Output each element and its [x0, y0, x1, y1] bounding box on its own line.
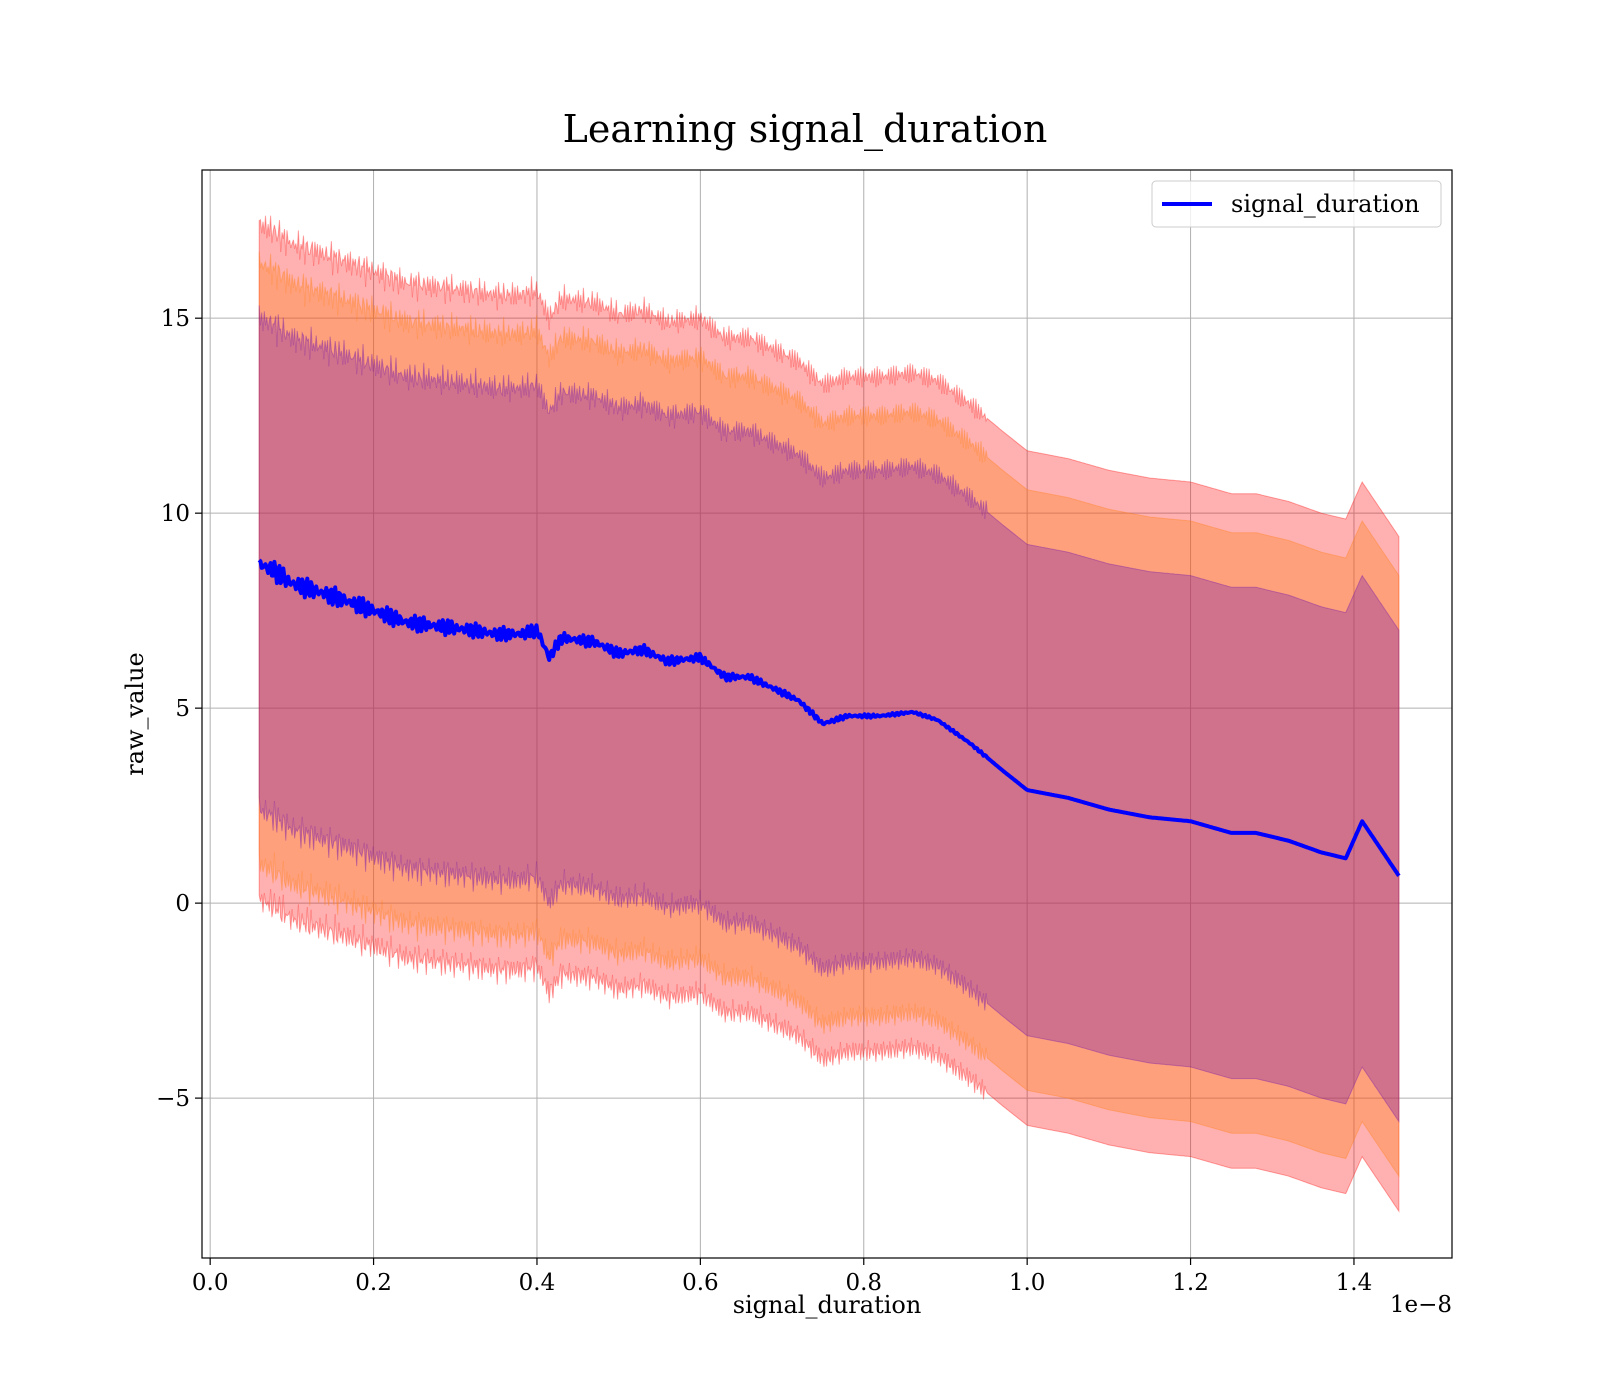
x-tick-label-4: 0.8 [845, 1270, 882, 1296]
x-tick-label-7: 1.4 [1336, 1270, 1373, 1296]
legend-label: signal_duration [1231, 190, 1420, 218]
band-0 [258, 215, 1400, 1213]
x-axis-label: signal_duration [733, 1291, 922, 1319]
x-axis: 0.0 0.2 0.4 0.6 0.8 1.0 1.2 1.4 [192, 1258, 1372, 1296]
x-tick-label-1: 0.2 [355, 1270, 392, 1296]
series-line-signal-duration [257, 558, 1401, 877]
band-1 [258, 251, 1400, 1178]
x-axis-offset-label: 1e−8 [1390, 1292, 1452, 1318]
y-tick-label-4: 15 [161, 306, 190, 332]
y-tick-label-2: 5 [175, 696, 190, 722]
y-tick-label-3: 10 [161, 501, 190, 527]
x-tick-label-6: 1.2 [1172, 1270, 1209, 1296]
chart-title: Learning signal_duration [563, 107, 1048, 152]
legend: signal_duration [1151, 180, 1442, 228]
confidence-bands [258, 215, 1400, 1213]
y-axis: −5 0 5 10 15 [156, 306, 202, 1112]
x-tick-label-5: 1.0 [1009, 1270, 1046, 1296]
legend-box [1151, 180, 1442, 228]
plot-area [201, 169, 1453, 1259]
y-axis-label: raw_value [121, 652, 149, 776]
y-tick-label-0: −5 [156, 1086, 190, 1112]
x-tick-label-0: 0.0 [192, 1270, 229, 1296]
x-tick-label-3: 0.6 [682, 1270, 719, 1296]
band-2 [258, 305, 1400, 1124]
y-tick-label-1: 0 [175, 891, 190, 917]
x-tick-label-2: 0.4 [519, 1270, 556, 1296]
